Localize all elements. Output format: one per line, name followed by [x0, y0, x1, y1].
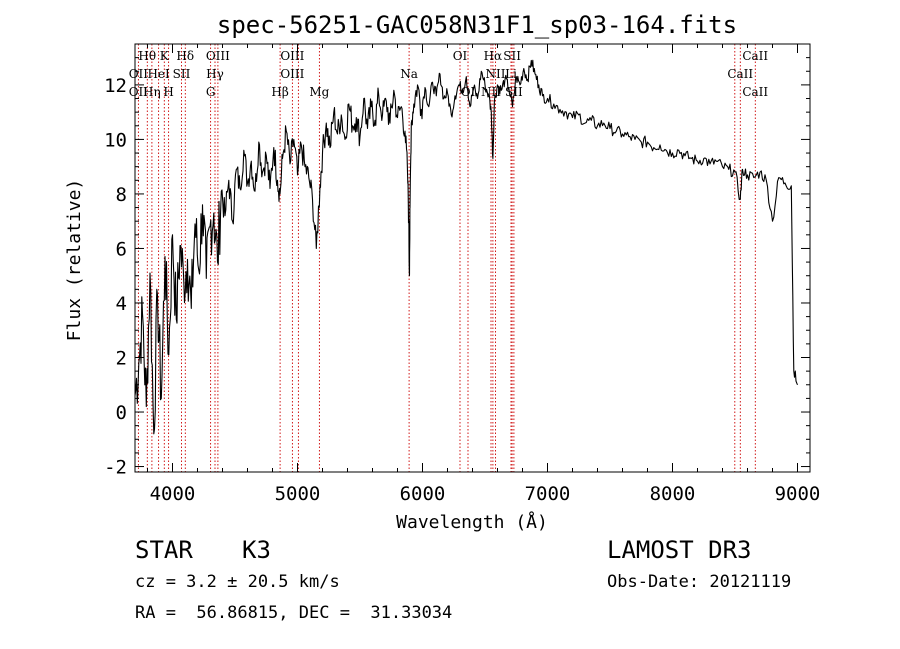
- line-label: OIII: [206, 49, 230, 63]
- sky-coordinates: RA = 56.86815, DEC = 31.33034: [135, 603, 453, 623]
- y-tick-label: 4: [116, 293, 127, 315]
- x-tick-label: 5000: [275, 483, 321, 505]
- survey-name: LAMOST DR3: [607, 536, 752, 564]
- y-tick-label: 2: [116, 348, 127, 370]
- line-label: OIII: [280, 49, 304, 63]
- line-label: CaII: [727, 67, 753, 81]
- line-label: OI: [453, 49, 468, 63]
- line-label: CaII: [742, 85, 768, 99]
- line-label: Hα: [484, 49, 503, 63]
- spectral-subclass: K3: [242, 536, 271, 564]
- line-label: Na: [400, 67, 418, 81]
- line-label: OIII: [280, 67, 304, 81]
- x-tick-label: 6000: [400, 483, 446, 505]
- x-tick-label: 9000: [775, 483, 821, 505]
- observation-date: Obs-Date: 20121119: [607, 572, 792, 592]
- line-label: Hβ: [271, 85, 288, 99]
- chart-title: spec-56251-GAC058N31F1_sp03-164.fits: [217, 11, 737, 39]
- y-tick-label: 0: [116, 402, 127, 424]
- y-tick-label: 10: [104, 129, 127, 151]
- line-label: Mg: [309, 85, 329, 99]
- line-label: HeI: [147, 67, 170, 81]
- line-label: OI: [461, 85, 476, 99]
- x-axis-ticks: 4000 5000 6000 7000 8000 9000: [147, 44, 821, 505]
- line-label: Hδ: [176, 49, 194, 63]
- x-tick-label: 8000: [650, 483, 696, 505]
- y-tick-label: 12: [104, 75, 127, 97]
- line-label: OII: [129, 67, 149, 81]
- line-label: Li: [505, 67, 517, 81]
- line-label: G: [206, 85, 216, 99]
- line-label: H: [163, 85, 173, 99]
- y-tick-label: -2: [104, 457, 127, 479]
- object-class: STAR: [135, 536, 193, 564]
- line-label: K: [160, 49, 170, 63]
- y-axis-label: Flux (relative): [64, 179, 85, 342]
- line-label: Hγ: [206, 67, 224, 81]
- line-label: NII: [481, 85, 501, 99]
- y-tick-label: 6: [116, 238, 127, 260]
- y-axis-ticks: -2 0 2 4 6 8 10 12: [104, 57, 810, 479]
- emission-line-markers: [137, 44, 756, 472]
- redshift-value: cz = 3.2 ± 20.5 km/s: [135, 572, 340, 592]
- plot-frame: [134, 43, 811, 473]
- spectrum-line: [134, 59, 799, 435]
- line-label: Hθ: [138, 49, 156, 63]
- y-tick-label: 8: [116, 184, 127, 206]
- line-label: SII: [173, 67, 191, 81]
- x-tick-label: 4000: [150, 483, 196, 505]
- line-label: NII: [486, 67, 506, 81]
- line-label: CaII: [742, 49, 768, 63]
- x-tick-label: 7000: [525, 483, 571, 505]
- line-label: Hη: [143, 85, 161, 99]
- line-label: OII: [129, 85, 149, 99]
- line-label: SII: [503, 49, 521, 63]
- x-axis-label: Wavelength (Å): [396, 511, 548, 533]
- spectrum-series: [134, 59, 799, 435]
- line-label: SII: [505, 85, 523, 99]
